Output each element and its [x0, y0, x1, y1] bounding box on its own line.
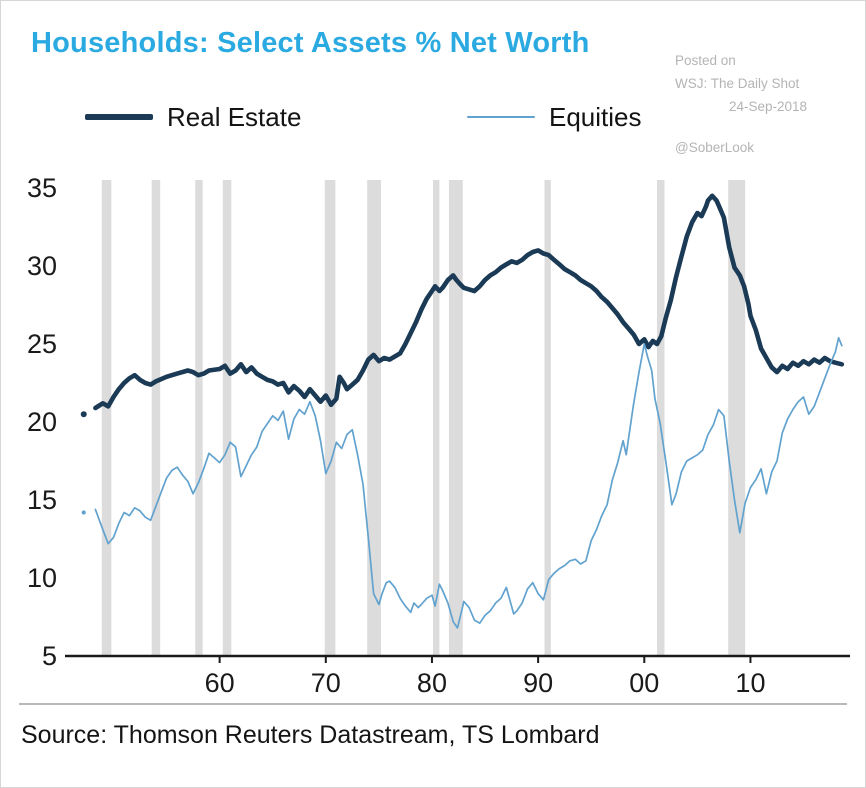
x-tick-label: 00 [629, 668, 659, 698]
x-tick-label: 60 [205, 668, 235, 698]
y-tick-label: 5 [42, 641, 57, 671]
recession-band [448, 180, 463, 656]
watermark: Posted on WSJ: The Daily Shot 24-Sep-201… [675, 49, 825, 159]
y-tick-label: 35 [27, 173, 57, 203]
recession-band [101, 180, 112, 656]
series-start-dot-real-estate [80, 411, 87, 418]
y-tick-label: 30 [27, 251, 57, 281]
page-title: Households: Select Assets % Net Worth [31, 27, 590, 59]
recession-band [324, 180, 336, 656]
recession-band [544, 180, 551, 656]
equities-line-swatch [467, 116, 535, 118]
legend: Real Estate Equities [1, 99, 865, 139]
divider-line [19, 703, 847, 705]
watermark-publication: WSJ: The Daily Shot [675, 76, 800, 91]
real-estate-line-swatch [85, 114, 153, 120]
series-line-equities [94, 336, 843, 629]
x-tick-label: 80 [417, 668, 447, 698]
series-line-real-estate [93, 193, 845, 411]
y-tick-label: 15 [27, 485, 57, 515]
source-note: Source: Thomson Reuters Datastream, TS L… [21, 721, 600, 749]
y-tick-label: 10 [27, 563, 57, 593]
recession-band [222, 180, 232, 656]
legend-label-equities: Equities [549, 101, 642, 132]
x-tick-label: 90 [523, 668, 553, 698]
recession-band [728, 180, 746, 656]
legend-label-real-estate: Real Estate [167, 101, 302, 132]
legend-item-equities: Equities [467, 99, 642, 135]
recession-band [657, 180, 665, 656]
x-tick-label: 70 [311, 668, 341, 698]
y-tick-label: 25 [27, 329, 57, 359]
y-tick-label: 20 [27, 407, 57, 437]
series-start-dot-equities [81, 510, 86, 515]
recession-band [367, 180, 381, 656]
x-tick-label: 10 [735, 668, 765, 698]
legend-item-real-estate: Real Estate [85, 99, 301, 135]
recession-band [195, 180, 203, 656]
recession-band [151, 180, 161, 656]
watermark-handle: @SoberLook [675, 140, 755, 155]
watermark-posted-on: Posted on [675, 53, 736, 68]
watermark-date: 24-Sep-2018 [728, 99, 807, 114]
recession-band [433, 180, 440, 656]
line-chart: 60 70 80 90 00 10 5 10 15 20 25 30 35 [27, 173, 850, 698]
